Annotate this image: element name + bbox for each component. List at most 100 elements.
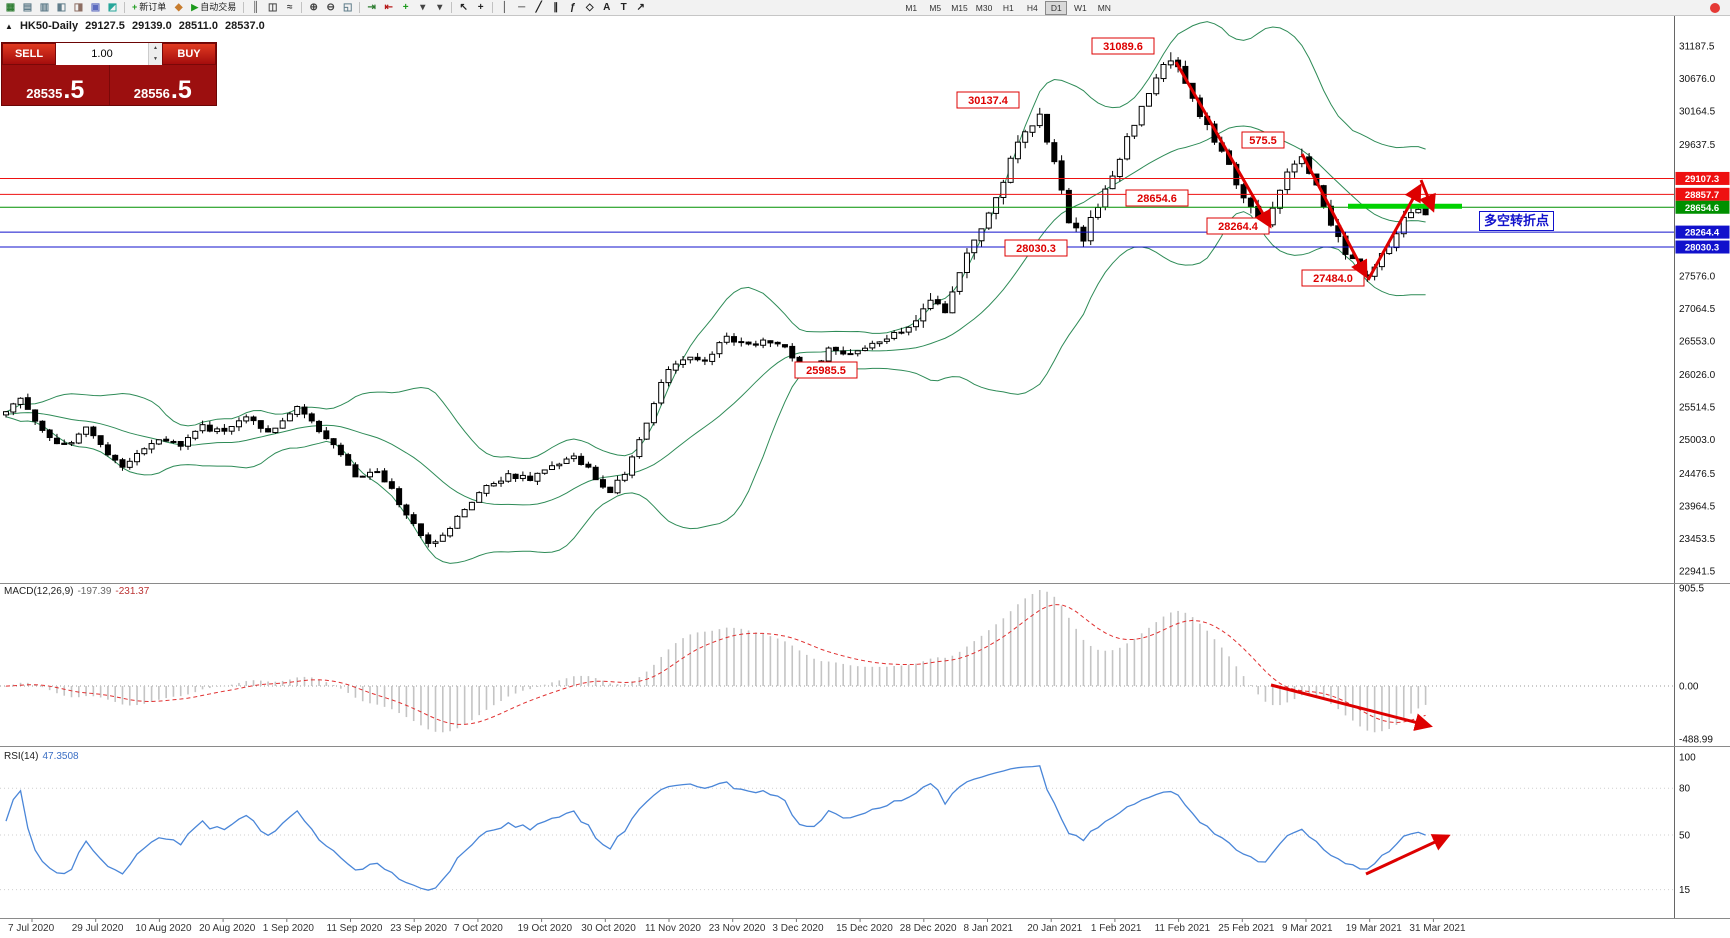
market-watch-icon[interactable]: ▥ [39, 1, 50, 13]
svg-text:23453.5: 23453.5 [1679, 534, 1716, 545]
auto-scroll-icon[interactable]: ⇥ [367, 1, 376, 13]
toolbar-separator [301, 2, 303, 13]
metaeditor-icon[interactable]: ◆ [174, 1, 183, 13]
trend-arrow[interactable] [1300, 153, 1368, 279]
shapes-icon[interactable]: ◇ [585, 1, 594, 13]
price-badge: 29107.3 [1675, 171, 1730, 185]
buy-price-main: 28556 [133, 86, 170, 101]
volume-up-button[interactable]: ▲ [149, 43, 162, 54]
trendline-icon[interactable]: ╱ [535, 1, 542, 13]
trend-arrow[interactable] [1270, 683, 1433, 731]
time-axis[interactable]: 7 Jul 2020 29 Jul 2020 10 Aug 2020 20 Aug 2… [8, 919, 1466, 934]
svg-text:30 Oct 2020: 30 Oct 2020 [581, 923, 636, 934]
svg-text:31 Mar 2021: 31 Mar 2021 [1409, 923, 1466, 934]
cursor-icon[interactable]: ↖ [459, 1, 468, 13]
symbol-ohlc: ▲ HK50-Daily 29127.5 29139.0 28511.0 285… [5, 20, 269, 32]
sell-price[interactable]: 28535.5 [2, 65, 109, 105]
rsi-pane[interactable] [5, 765, 1426, 891]
price-axis[interactable]: 31187.5 30676.0 30164.5 29637.5 27576.0 27064… [1675, 42, 1730, 897]
crosshair-icon[interactable]: + [477, 1, 484, 13]
ohlc-open: 29127.5 [85, 20, 125, 32]
trend-arrow[interactable] [1419, 179, 1436, 213]
macd-main-value: -197.39 [77, 586, 112, 597]
vertical-line-icon[interactable]: │ [501, 1, 508, 13]
autotrade-button[interactable]: ▶ 自动交易 [191, 2, 237, 12]
terminal-icon[interactable]: ▣ [90, 1, 101, 13]
data-window-icon[interactable]: ◧ [56, 1, 67, 13]
price-annotation[interactable]: 575.5 [1241, 131, 1285, 149]
tf-button-M15[interactable]: M15 [951, 2, 968, 13]
buy-price[interactable]: 28556.5 [108, 65, 217, 105]
macd-indicator-label: MACD(12,26,9) -197.39 -231.37 [4, 586, 149, 597]
zoom-in-icon[interactable]: ⊕ [309, 1, 318, 13]
price-annotation[interactable]: 28264.4 [1206, 217, 1270, 235]
toolbar-separator [359, 2, 361, 13]
tf-button-MN[interactable]: MN [1097, 2, 1111, 13]
line-chart-icon[interactable]: ≈ [286, 1, 293, 13]
price-annotation[interactable]: 27484.0 [1301, 269, 1365, 287]
trend-arrow[interactable] [1366, 183, 1422, 281]
sell-button[interactable]: SELL [2, 43, 56, 65]
price-annotation[interactable]: 31089.6 [1091, 37, 1155, 55]
toolbar-separator [492, 2, 494, 13]
svg-text:28857.7: 28857.7 [1685, 190, 1719, 201]
rsi-value: 47.3508 [42, 751, 79, 762]
candlestick-chart-icon[interactable]: ◫ [267, 1, 278, 13]
price-badge: 28857.7 [1675, 187, 1730, 201]
svg-text:26553.0: 26553.0 [1679, 337, 1716, 348]
tf-button-H4[interactable]: H4 [1026, 2, 1038, 13]
price-annotation[interactable]: 28654.6 [1125, 189, 1189, 207]
macd-axis-label: 905.5 [1679, 584, 1704, 595]
volume-field: ▲ ▼ [56, 43, 162, 65]
bollinger-bands [5, 21, 1426, 564]
tf-button-D1[interactable]: D1 [1045, 0, 1068, 15]
bar-chart-icon[interactable]: ║ [252, 1, 260, 13]
tile-windows-icon[interactable]: ◱ [342, 1, 353, 13]
price-pane[interactable] [0, 21, 1674, 564]
text-icon[interactable]: A [603, 1, 611, 13]
macd-name: MACD(12,26,9) [4, 586, 74, 597]
svg-text:23 Sep 2020: 23 Sep 2020 [390, 923, 447, 934]
svg-text:1 Sep 2020: 1 Sep 2020 [263, 923, 315, 934]
buy-price-big: .5 [170, 76, 192, 105]
rsi-axis-label: 50 [1679, 831, 1691, 842]
horizontal-line-icon[interactable]: ─ [518, 1, 526, 13]
profiles-icon[interactable]: ▤ [22, 1, 33, 13]
templates-icon[interactable]: ▾ [437, 1, 443, 13]
arrows-icon[interactable]: ↗ [636, 1, 645, 13]
strategy-tester-icon[interactable]: ◩ [107, 1, 118, 13]
tf-button-M30[interactable]: M30 [975, 2, 993, 13]
indicators-icon[interactable]: + [402, 1, 409, 13]
volume-down-button[interactable]: ▼ [149, 54, 162, 65]
macd-axis-label: 0.00 [1679, 682, 1699, 693]
channel-icon[interactable]: ∥ [553, 1, 559, 13]
navigator-icon[interactable]: ◨ [73, 1, 84, 13]
tf-button-H1[interactable]: H1 [1002, 2, 1014, 13]
zoom-out-icon[interactable]: ⊖ [326, 1, 335, 13]
svg-text:1 Feb 2021: 1 Feb 2021 [1091, 923, 1142, 934]
chart-shift-icon[interactable]: ⇤ [384, 1, 393, 13]
chart-symbol-icon: ▲ [5, 22, 13, 31]
price-annotation[interactable]: 25985.5 [794, 361, 858, 379]
trend-arrow[interactable] [1365, 834, 1451, 876]
turning-point-annotation[interactable]: 多空转折点 [1479, 211, 1555, 231]
svg-text:9 Mar 2021: 9 Mar 2021 [1282, 923, 1333, 934]
buy-button[interactable]: BUY [162, 43, 216, 65]
price-annotation[interactable]: 30137.4 [956, 91, 1020, 109]
new-chart-icon[interactable]: ▦ [5, 1, 16, 13]
fibonacci-icon[interactable]: ƒ [569, 1, 576, 13]
rsi-indicator-label: RSI(14) 47.3508 [4, 751, 79, 762]
tf-button-M1[interactable]: M1 [905, 2, 918, 13]
tf-button-W1[interactable]: W1 [1073, 2, 1087, 13]
label-icon[interactable]: T [620, 1, 627, 13]
macd-signal-value: -231.37 [115, 586, 150, 597]
price-annotation[interactable]: 28030.3 [1004, 239, 1068, 257]
macd-pane[interactable] [5, 590, 1427, 733]
tf-button-M5[interactable]: M5 [929, 2, 942, 13]
periods-icon[interactable]: ▾ [420, 1, 426, 13]
new-order-button[interactable]: + 新订单 [132, 2, 167, 12]
community-alert-icon[interactable] [1710, 2, 1720, 13]
trend-arrow[interactable] [1174, 61, 1272, 229]
volume-input[interactable] [56, 43, 148, 65]
